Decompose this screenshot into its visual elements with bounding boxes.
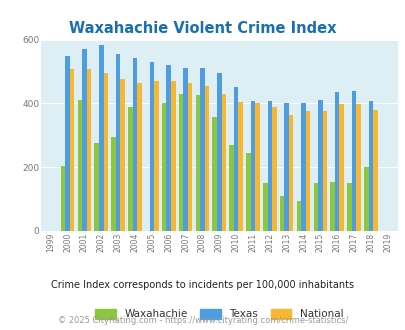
Bar bbox=[296, 201, 301, 231]
Bar bbox=[238, 102, 242, 231]
Bar bbox=[372, 110, 377, 231]
Bar bbox=[195, 95, 200, 231]
Bar bbox=[288, 115, 293, 231]
Text: Crime Index corresponds to incidents per 100,000 inhabitants: Crime Index corresponds to incidents per… bbox=[51, 280, 354, 290]
Bar bbox=[216, 73, 221, 231]
Bar bbox=[229, 145, 233, 231]
Bar bbox=[221, 94, 226, 231]
Bar bbox=[255, 103, 259, 231]
Bar bbox=[301, 103, 305, 231]
Bar bbox=[322, 111, 326, 231]
Bar bbox=[313, 183, 317, 231]
Bar bbox=[334, 92, 339, 231]
Bar bbox=[178, 94, 183, 231]
Bar bbox=[87, 69, 91, 231]
Bar bbox=[65, 56, 70, 231]
Bar bbox=[305, 112, 309, 231]
Bar bbox=[149, 62, 154, 231]
Bar bbox=[330, 182, 334, 231]
Bar bbox=[120, 80, 125, 231]
Bar bbox=[188, 82, 192, 231]
Bar bbox=[171, 81, 175, 231]
Text: Waxahachie Violent Crime Index: Waxahachie Violent Crime Index bbox=[69, 21, 336, 36]
Bar bbox=[356, 104, 360, 231]
Bar bbox=[111, 137, 115, 231]
Bar bbox=[154, 81, 158, 231]
Bar bbox=[363, 167, 368, 231]
Bar bbox=[351, 91, 356, 231]
Bar bbox=[262, 183, 267, 231]
Bar bbox=[346, 183, 351, 231]
Bar bbox=[103, 73, 108, 231]
Bar bbox=[61, 166, 65, 231]
Bar bbox=[115, 54, 120, 231]
Bar bbox=[279, 196, 283, 231]
Bar bbox=[77, 100, 82, 231]
Bar bbox=[271, 107, 276, 231]
Bar bbox=[317, 100, 322, 231]
Bar bbox=[233, 87, 238, 231]
Bar bbox=[162, 103, 166, 231]
Bar bbox=[166, 65, 171, 231]
Text: © 2025 CityRating.com - https://www.cityrating.com/crime-statistics/: © 2025 CityRating.com - https://www.city… bbox=[58, 315, 347, 325]
Bar bbox=[128, 107, 132, 231]
Bar bbox=[204, 86, 209, 231]
Bar bbox=[200, 68, 204, 231]
Bar bbox=[132, 58, 137, 231]
Bar bbox=[368, 101, 372, 231]
Bar bbox=[250, 101, 255, 231]
Bar bbox=[245, 153, 250, 231]
Bar bbox=[284, 103, 288, 231]
Bar bbox=[82, 49, 87, 231]
Bar bbox=[94, 143, 99, 231]
Bar bbox=[212, 117, 216, 231]
Bar bbox=[339, 104, 343, 231]
Bar bbox=[183, 68, 188, 231]
Bar bbox=[267, 101, 271, 231]
Bar bbox=[70, 69, 74, 231]
Bar bbox=[137, 83, 141, 231]
Legend: Waxahachie, Texas, National: Waxahachie, Texas, National bbox=[95, 309, 343, 319]
Bar bbox=[99, 45, 103, 231]
